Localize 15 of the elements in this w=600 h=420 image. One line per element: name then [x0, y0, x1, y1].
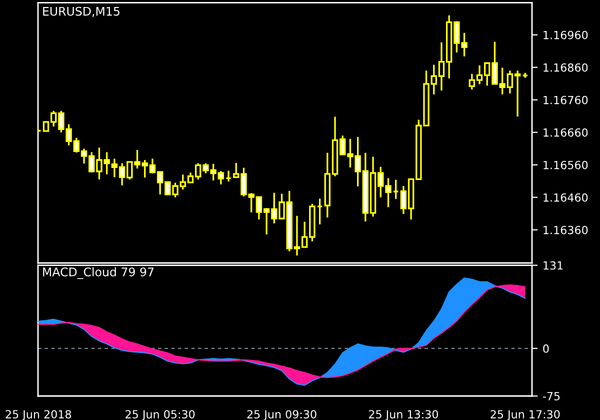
- y-tick-label: 1.16760: [544, 96, 588, 104]
- y-tick-label: 1.16560: [544, 160, 588, 170]
- y-tick-label: 0: [543, 344, 549, 353]
- candlestick: [225, 170, 232, 182]
- candlestick: [316, 198, 323, 226]
- y-tick-label: 1.16860: [544, 63, 588, 72]
- y-tick-label: -75: [542, 392, 560, 400]
- chart-title: MACD_Cloud 79 97: [43, 267, 154, 280]
- y-tick-label: 1.16360: [544, 226, 588, 234]
- candlestick: [392, 178, 399, 200]
- y-tick-label: 1.16460: [544, 193, 588, 202]
- chart-title: EURUSD,M15: [43, 6, 120, 17]
- y-tick-label: 131: [544, 261, 563, 270]
- y-tick-label: 1.16660: [544, 128, 588, 137]
- y-tick-label: 1.16960: [544, 30, 588, 40]
